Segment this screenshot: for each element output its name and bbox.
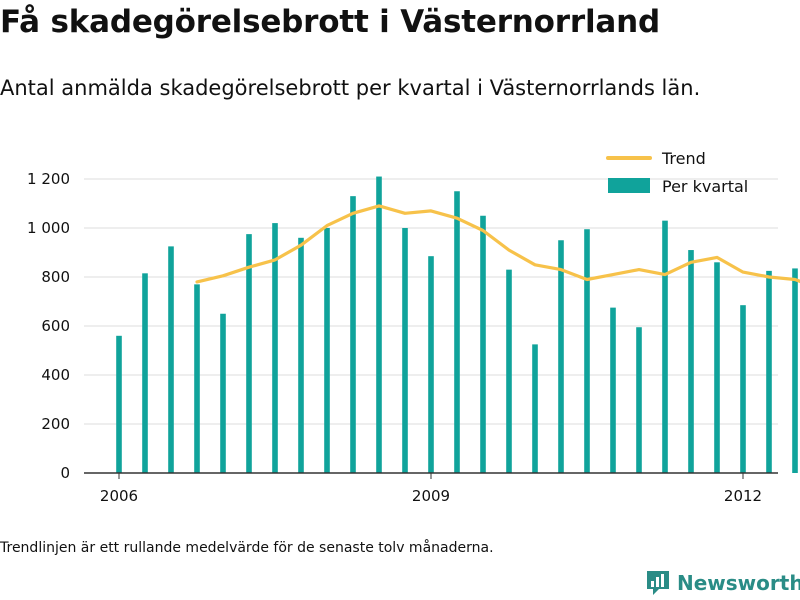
bar-per-kvartal xyxy=(194,284,200,473)
bar-per-kvartal xyxy=(662,220,668,473)
x-tick-label: 2009 xyxy=(412,487,450,505)
bar-per-kvartal xyxy=(714,262,720,473)
bar-per-kvartal xyxy=(740,305,746,473)
bar-per-kvartal xyxy=(168,246,174,473)
bar-per-kvartal xyxy=(454,191,460,473)
page-subtitle: Antal anmälda skadegörelsebrott per kvar… xyxy=(0,76,701,100)
page-title: Få skadegörelsebrott i Västernorrland xyxy=(0,4,660,40)
legend: Trend Per kvartal xyxy=(606,149,748,196)
bar-per-kvartal xyxy=(246,234,252,473)
bar-per-kvartal xyxy=(324,228,330,473)
bar-per-kvartal xyxy=(532,344,538,473)
bar-per-kvartal xyxy=(688,250,694,473)
bar-per-kvartal xyxy=(350,196,356,473)
bar-per-kvartal xyxy=(792,268,798,473)
bar-per-kvartal xyxy=(610,307,616,473)
y-tick-label: 1 000 xyxy=(27,219,70,237)
bar-per-kvartal xyxy=(558,240,564,473)
x-tick-label: 2012 xyxy=(724,487,762,505)
bar-per-kvartal xyxy=(116,335,122,473)
newsworthy-logo-icon xyxy=(647,571,669,595)
bar-per-kvartal xyxy=(584,229,590,473)
bar-per-kvartal xyxy=(506,269,512,473)
y-tick-label: 600 xyxy=(41,317,70,335)
y-tick-label: 200 xyxy=(41,415,70,433)
trend-layer xyxy=(195,204,800,284)
bar-per-kvartal xyxy=(636,327,642,473)
bar-per-kvartal xyxy=(480,215,486,473)
footnote: Trendlinjen är ett rullande medelvärde f… xyxy=(0,540,494,556)
legend-bar-swatch xyxy=(608,178,650,193)
bar-per-kvartal xyxy=(766,270,772,473)
y-tick-label: 400 xyxy=(41,366,70,384)
y-tick-label: 800 xyxy=(41,268,70,286)
bar-per-kvartal xyxy=(220,313,226,473)
y-tick-label: 1 200 xyxy=(27,170,70,188)
trend-line xyxy=(195,204,800,284)
legend-bar-label: Per kvartal xyxy=(662,177,748,196)
legend-trend-label: Trend xyxy=(661,149,706,168)
bar-per-kvartal xyxy=(142,273,148,473)
bar-per-kvartal xyxy=(272,223,278,473)
y-tick-label: 0 xyxy=(60,464,70,482)
bars-layer xyxy=(116,176,798,474)
bar-per-kvartal xyxy=(428,256,434,473)
bar-per-kvartal xyxy=(376,176,382,474)
bar-per-kvartal xyxy=(402,228,408,473)
bar-per-kvartal xyxy=(298,237,304,473)
brand-logo: Newsworthy xyxy=(645,568,800,598)
x-tick-label: 2006 xyxy=(100,487,138,505)
brand-name: Newsworthy xyxy=(677,571,800,595)
